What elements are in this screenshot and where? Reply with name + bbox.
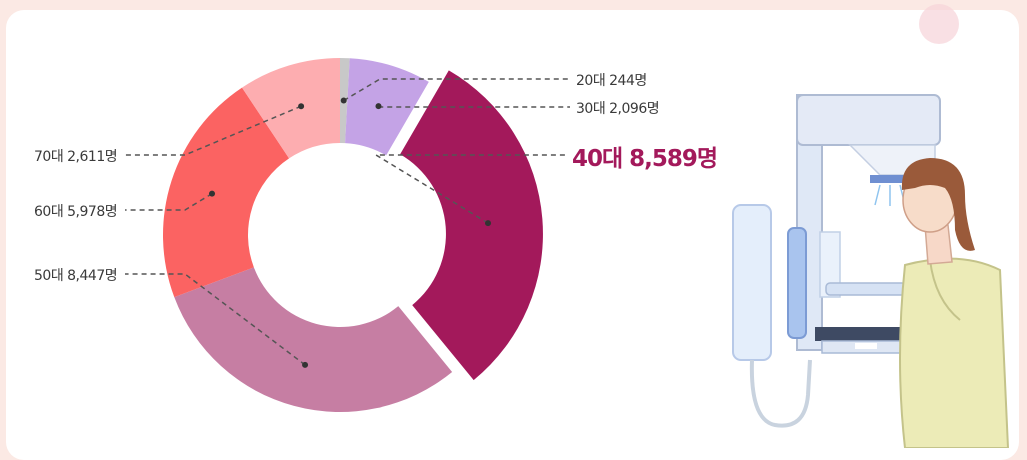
machine-head (796, 94, 941, 146)
decorative-shape (919, 4, 959, 44)
slice-60대 (162, 87, 290, 298)
machine-cable (749, 359, 812, 428)
woman-hair (901, 158, 975, 251)
leader-dot-60대 (209, 190, 216, 197)
label-50s: 50대 8,447명 (34, 268, 118, 284)
label-20s: 20대 244명 (576, 73, 647, 89)
mammography-illustration (732, 94, 1010, 448)
label-60s: 60대 5,978명 (34, 204, 118, 220)
leader-dot-70대 (298, 103, 305, 110)
leader-dot-50대 (302, 361, 309, 368)
label-30s: 30대 2,096명 (576, 101, 660, 117)
leader-dot-20대 (340, 97, 347, 104)
leader-line-70대 (125, 105, 302, 156)
label-40s: 40대 8,589명 (572, 146, 718, 172)
woman-body (899, 257, 1010, 448)
leader-dot-40대 (485, 220, 492, 227)
donut-chart (125, 58, 1010, 448)
compression-plate-top (870, 175, 910, 183)
slice-70대 (242, 58, 340, 159)
slice-50대 (174, 267, 453, 412)
slice-30대 (345, 58, 429, 156)
slice-40대 (400, 70, 543, 381)
leader-line-50대 (125, 273, 306, 366)
leader-line-60대 (125, 192, 213, 211)
machine-side-panel (732, 204, 772, 361)
leader-dot-30대 (375, 103, 382, 110)
machine-handle (787, 227, 807, 339)
label-70s: 70대 2,611명 (34, 149, 118, 165)
